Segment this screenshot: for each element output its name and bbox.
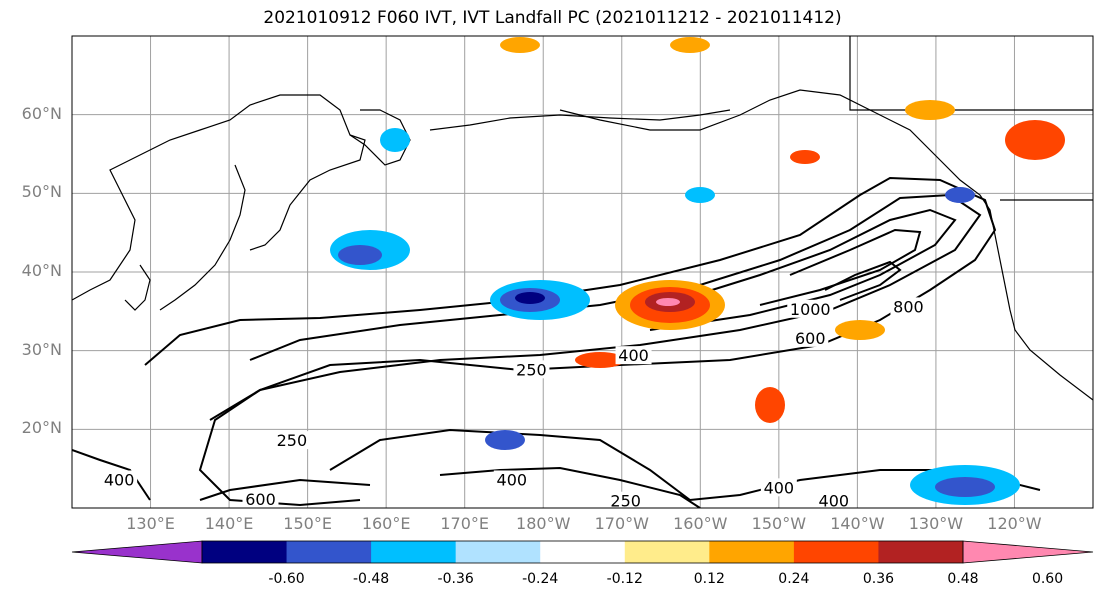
contour-label: 250 <box>277 431 308 450</box>
contour-label-bg <box>513 360 550 379</box>
lon-tick-label: 160°W <box>673 514 728 533</box>
lat-tick-label: 40°N <box>21 261 62 280</box>
lon-tick-label: 140°E <box>204 514 254 533</box>
coast-korea <box>124 264 151 311</box>
contour-label-bg <box>760 478 797 497</box>
lon-tick-label: 170°E <box>440 514 490 533</box>
colorbar-tick-label: 0.60 <box>1031 571 1064 587</box>
contour-label: 250 <box>610 492 641 511</box>
colorbar-segment <box>624 541 710 563</box>
colorbar-tick-label: 0.12 <box>693 571 725 587</box>
neg-anomaly-175e <box>485 430 525 450</box>
colorbar <box>71 540 1094 564</box>
contour-label: 600 <box>795 329 826 348</box>
pos-anomaly-alaska <box>790 150 820 164</box>
neg-anomaly-160e-core <box>338 245 382 265</box>
pc-shading <box>330 37 1065 505</box>
contour-label: 400 <box>764 478 795 497</box>
coast-asia <box>72 94 366 301</box>
contour-label-bg <box>792 328 829 347</box>
lon-tick-label: 180°W <box>516 514 571 533</box>
colorbar-extend-high <box>962 540 1094 564</box>
contour-label-bg <box>815 491 852 508</box>
lon-tick-label: 160°E <box>361 514 411 533</box>
contour-label: 800 <box>893 297 924 316</box>
coast-alaska <box>559 89 1093 401</box>
neg-anomaly-180w-center <box>515 292 545 304</box>
coast-kamchatka <box>349 109 411 166</box>
contour-labels: 250 400 600 800 1000 250 400 400 600 250 400 400 <box>101 297 927 511</box>
colorbar-segment <box>202 541 288 563</box>
colorbar-segment <box>540 541 626 563</box>
coast-japan <box>159 164 246 311</box>
colorbar-segment <box>793 541 879 563</box>
pos-anomaly-bc <box>905 100 955 120</box>
pos-anomaly-170w <box>575 352 625 368</box>
pos-anomaly-155w <box>755 387 785 423</box>
ivt-contours <box>72 176 1041 508</box>
colorbar-segment <box>286 541 372 563</box>
neg-anomaly-125w-core <box>935 477 995 497</box>
colorbar-tick-label: -0.36 <box>437 571 474 587</box>
contour-label-bg <box>607 491 644 508</box>
contour-west-400 <box>72 449 151 501</box>
pos-anomaly-top-160w <box>670 37 710 53</box>
neg-anomaly-kamchatka <box>380 128 410 152</box>
pos-anomaly-nw-canada <box>1005 120 1065 160</box>
lat-tick-label: 30°N <box>21 339 62 359</box>
colorbar-tick-label: 0.36 <box>862 571 895 587</box>
contour-label-bg <box>787 299 834 318</box>
colorbar-tick-label: -0.60 <box>268 571 305 587</box>
map-frame <box>71 35 1094 509</box>
lat-tick-label: 50°N <box>21 182 62 202</box>
colorbar-segment <box>878 541 964 563</box>
contour-label-bg <box>890 297 927 316</box>
contour-south-400 <box>439 466 701 508</box>
lon-tick-label: 130°W <box>908 514 964 533</box>
colorbar-segment <box>455 541 541 563</box>
lat-tick-label: 20°N <box>21 418 62 438</box>
colorbar-tick-label: -0.12 <box>606 571 643 587</box>
colorbar-tick-label: 0.48 <box>947 571 979 587</box>
pos-anomaly-165w-peak <box>656 298 680 306</box>
coast-aleutians <box>429 109 731 131</box>
contour-south-600 <box>199 478 371 501</box>
chart-title: 2021010912 F060 IVT, IVT Landfall PC (20… <box>263 8 842 28</box>
contour-label-bg <box>615 346 652 365</box>
colorbar-segment <box>371 541 457 563</box>
contour-label: 400 <box>618 346 649 365</box>
neg-anomaly-165w-n <box>685 187 715 203</box>
pos-anomaly-135w <box>835 320 885 340</box>
colorbar-frame <box>201 540 964 564</box>
colorbar-tick-label: -0.48 <box>352 571 390 587</box>
lon-tick-label: 150°W <box>751 514 807 533</box>
colorbar-tick-label: 0.24 <box>778 571 810 587</box>
contour-label-bg <box>101 470 138 489</box>
pos-anomaly-top-170w <box>500 37 540 53</box>
lon-tick-label: 140°W <box>830 514 885 533</box>
contour-label: 250 <box>516 360 547 379</box>
contour-label: 400 <box>104 470 135 489</box>
contour-label-bg <box>493 470 530 489</box>
contour-label: 600 <box>245 490 276 509</box>
coastlines <box>72 36 1093 401</box>
contour-label: 400 <box>819 492 850 511</box>
contour-label-bg <box>273 431 310 450</box>
contour-label: 1000 <box>790 300 831 319</box>
colorbar-extend-low <box>71 540 203 564</box>
lon-tick-label: 170°W <box>594 514 649 533</box>
colorbar-tick-label: -0.24 <box>522 571 559 587</box>
contour-1000 <box>824 260 902 301</box>
lon-tick-label: 120°W <box>987 514 1042 533</box>
contour-label: 400 <box>497 470 528 489</box>
coast-north-america-border <box>849 36 1093 111</box>
colorbar-segment <box>709 541 795 563</box>
contour-label-bg <box>242 490 279 508</box>
lon-tick-label: 150°E <box>283 514 332 533</box>
lon-tick-label: 130°E <box>126 514 175 533</box>
neg-anomaly-bc-coast <box>945 187 975 203</box>
lat-tick-label: 60°N <box>21 103 62 123</box>
